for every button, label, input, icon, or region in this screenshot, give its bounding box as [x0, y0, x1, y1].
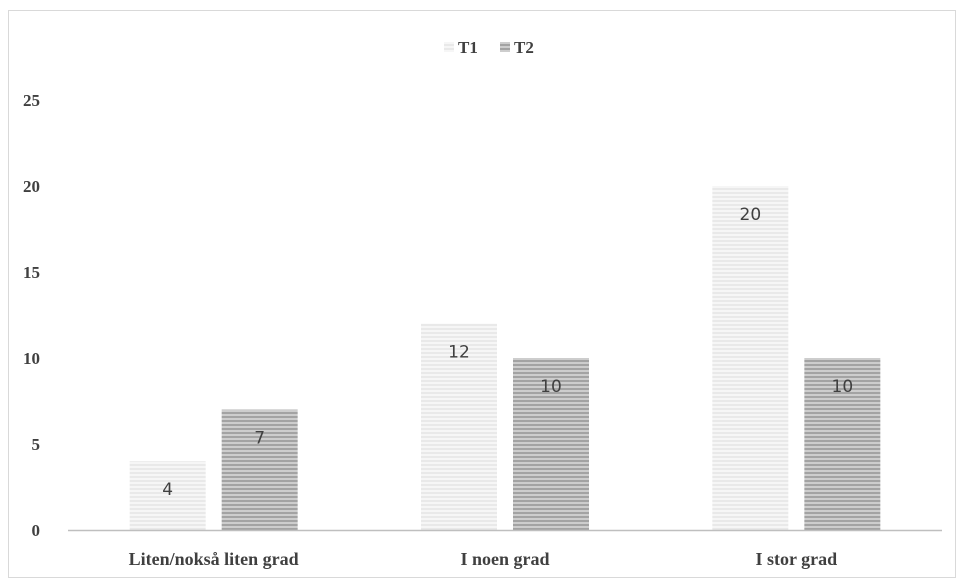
legend-swatch-t2 — [500, 42, 510, 52]
x-category-label: Liten/nokså liten grad — [129, 549, 299, 569]
legend: T1 T2 — [444, 38, 534, 57]
y-tick-label: 0 — [32, 521, 41, 540]
bar-t2 — [221, 409, 298, 530]
data-label: 20 — [740, 205, 762, 225]
y-tick-label: 25 — [23, 91, 40, 110]
data-label: 7 — [254, 429, 265, 449]
x-axis-categories: Liten/nokså liten grad I noen grad I stor … — [129, 549, 838, 569]
data-label: 4 — [162, 480, 173, 500]
data-labels: 4 7 12 10 20 10 — [162, 205, 853, 500]
legend-label-t1: T1 — [458, 38, 478, 57]
x-category-label: I stor grad — [755, 549, 837, 569]
bar-t1 — [421, 323, 497, 530]
bar-t1 — [712, 186, 789, 530]
data-label: 10 — [540, 377, 562, 397]
bars — [129, 186, 881, 530]
bar-t1 — [129, 461, 206, 530]
y-tick-label: 10 — [23, 349, 40, 368]
data-label: 12 — [448, 343, 470, 363]
legend-swatch-t1 — [444, 42, 454, 52]
data-label: 10 — [832, 377, 854, 397]
x-category-label: I noen grad — [460, 549, 549, 569]
bar-t2 — [513, 358, 589, 530]
bar-t2 — [804, 358, 881, 530]
y-tick-label: 15 — [23, 263, 40, 282]
y-tick-label: 20 — [23, 177, 40, 196]
y-tick-label: 5 — [32, 435, 41, 454]
legend-label-t2: T2 — [514, 38, 534, 57]
y-axis-ticks: 0 5 10 15 20 25 — [23, 91, 40, 540]
